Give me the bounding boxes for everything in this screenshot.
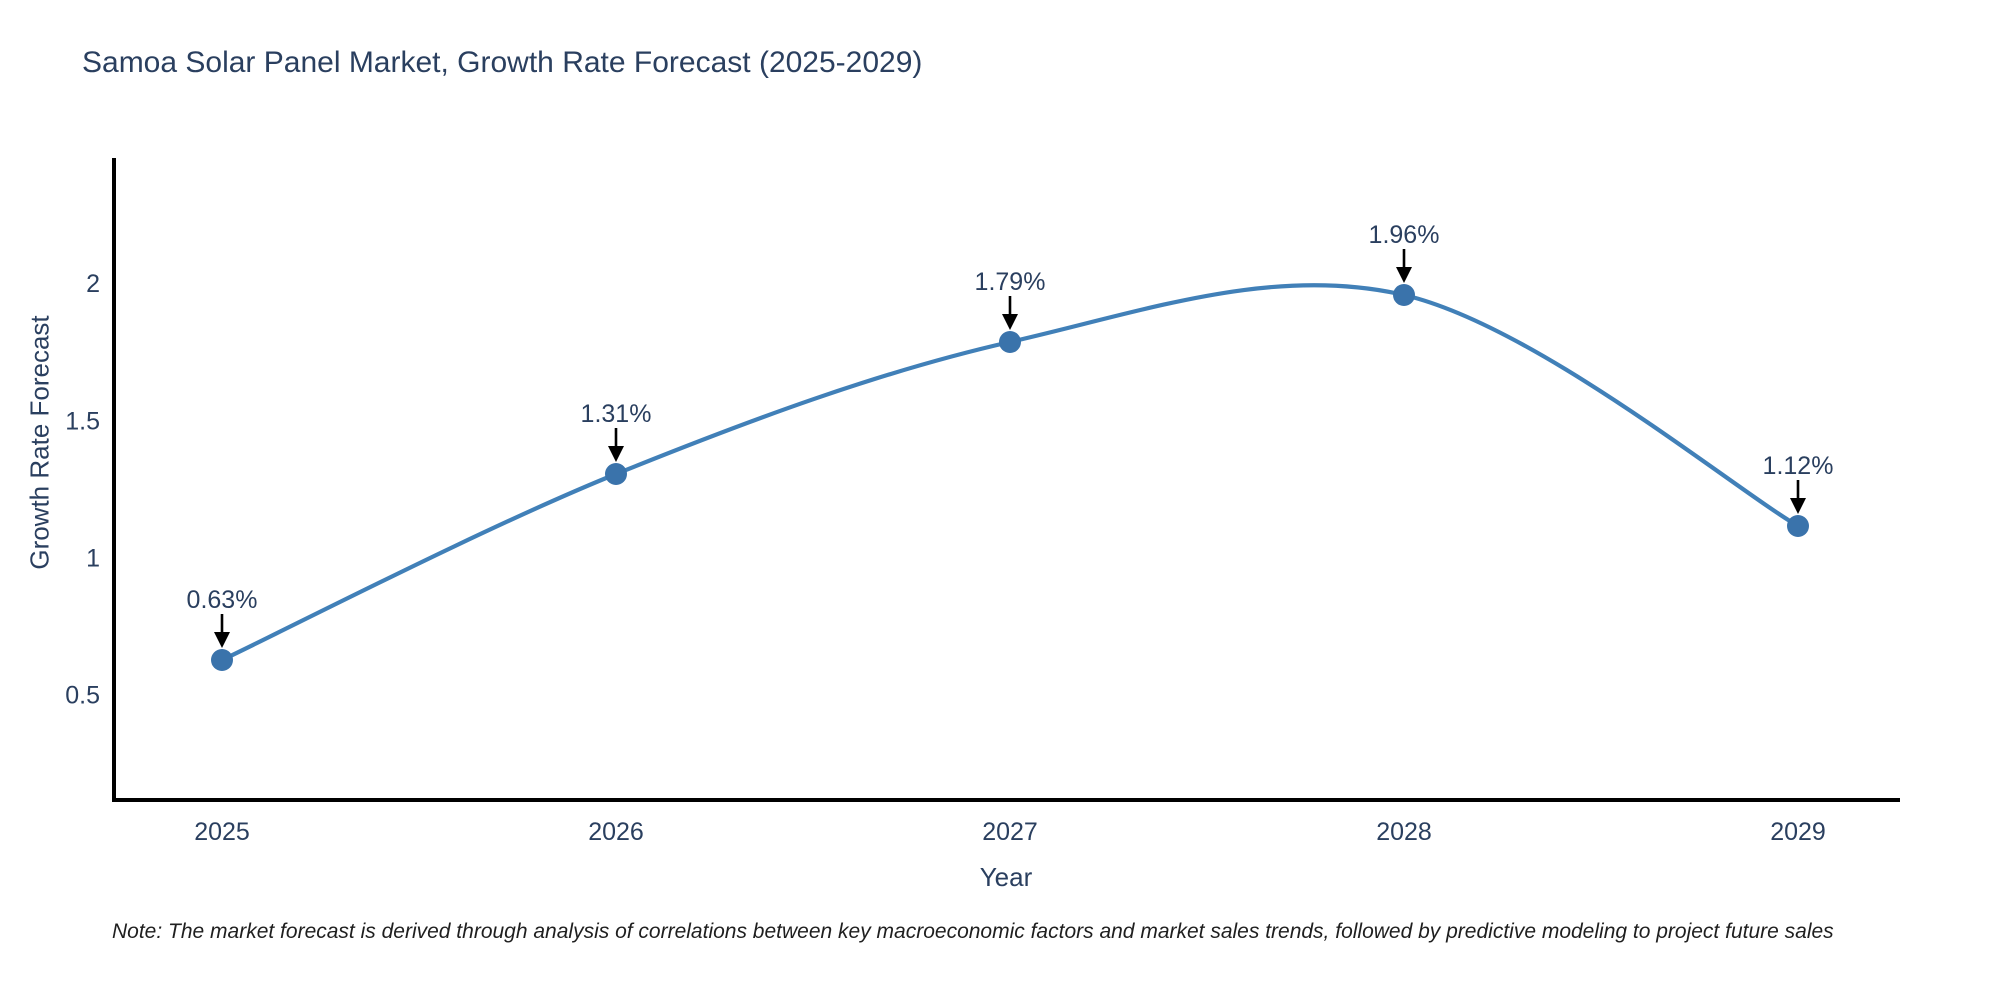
data-point-marker[interactable]: [605, 463, 627, 485]
annotation-arrowhead-icon: [1790, 498, 1806, 514]
y-tick-label: 2: [86, 270, 100, 298]
point-value-label: 1.79%: [975, 268, 1046, 296]
data-point-marker[interactable]: [1393, 284, 1415, 306]
annotation-arrowhead-icon: [608, 446, 624, 462]
y-tick-label: 1: [86, 545, 100, 573]
annotation-layer: 0.63% 1.31% 1.79% 1.96% 1.12%: [187, 221, 1834, 648]
x-tick-label: 2029: [1770, 818, 1826, 846]
y-tick-label: 1.5: [65, 407, 100, 435]
x-tick-label: 2025: [194, 818, 250, 846]
data-point-marker[interactable]: [999, 331, 1021, 353]
x-axis-title: Year: [979, 862, 1033, 892]
x-tick-label: 2027: [982, 818, 1038, 846]
y-axis-title: Growth Rate Forecast: [24, 315, 55, 570]
annotation-arrowhead-icon: [1002, 314, 1018, 330]
tick-layer: 0.5 1 1.5 2 2025 2026 2027 2028 2029: [65, 270, 1826, 846]
point-value-label: 0.63%: [187, 586, 258, 614]
x-tick-label: 2028: [1376, 818, 1432, 846]
footnote: Note: The market forecast is derived thr…: [112, 920, 1834, 943]
series-layer: [211, 283, 1809, 671]
annotation-arrowhead-icon: [214, 632, 230, 648]
data-point-marker[interactable]: [211, 649, 233, 671]
x-tick-label: 2026: [588, 818, 644, 846]
point-value-label: 1.12%: [1763, 452, 1834, 480]
y-tick-label: 0.5: [65, 682, 100, 710]
annotation-arrowhead-icon: [1396, 267, 1412, 283]
point-value-label: 1.96%: [1369, 221, 1440, 249]
chart-title: Samoa Solar Panel Market, Growth Rate Fo…: [82, 46, 923, 79]
data-point-marker[interactable]: [1787, 515, 1809, 537]
point-value-label: 1.31%: [581, 400, 652, 428]
